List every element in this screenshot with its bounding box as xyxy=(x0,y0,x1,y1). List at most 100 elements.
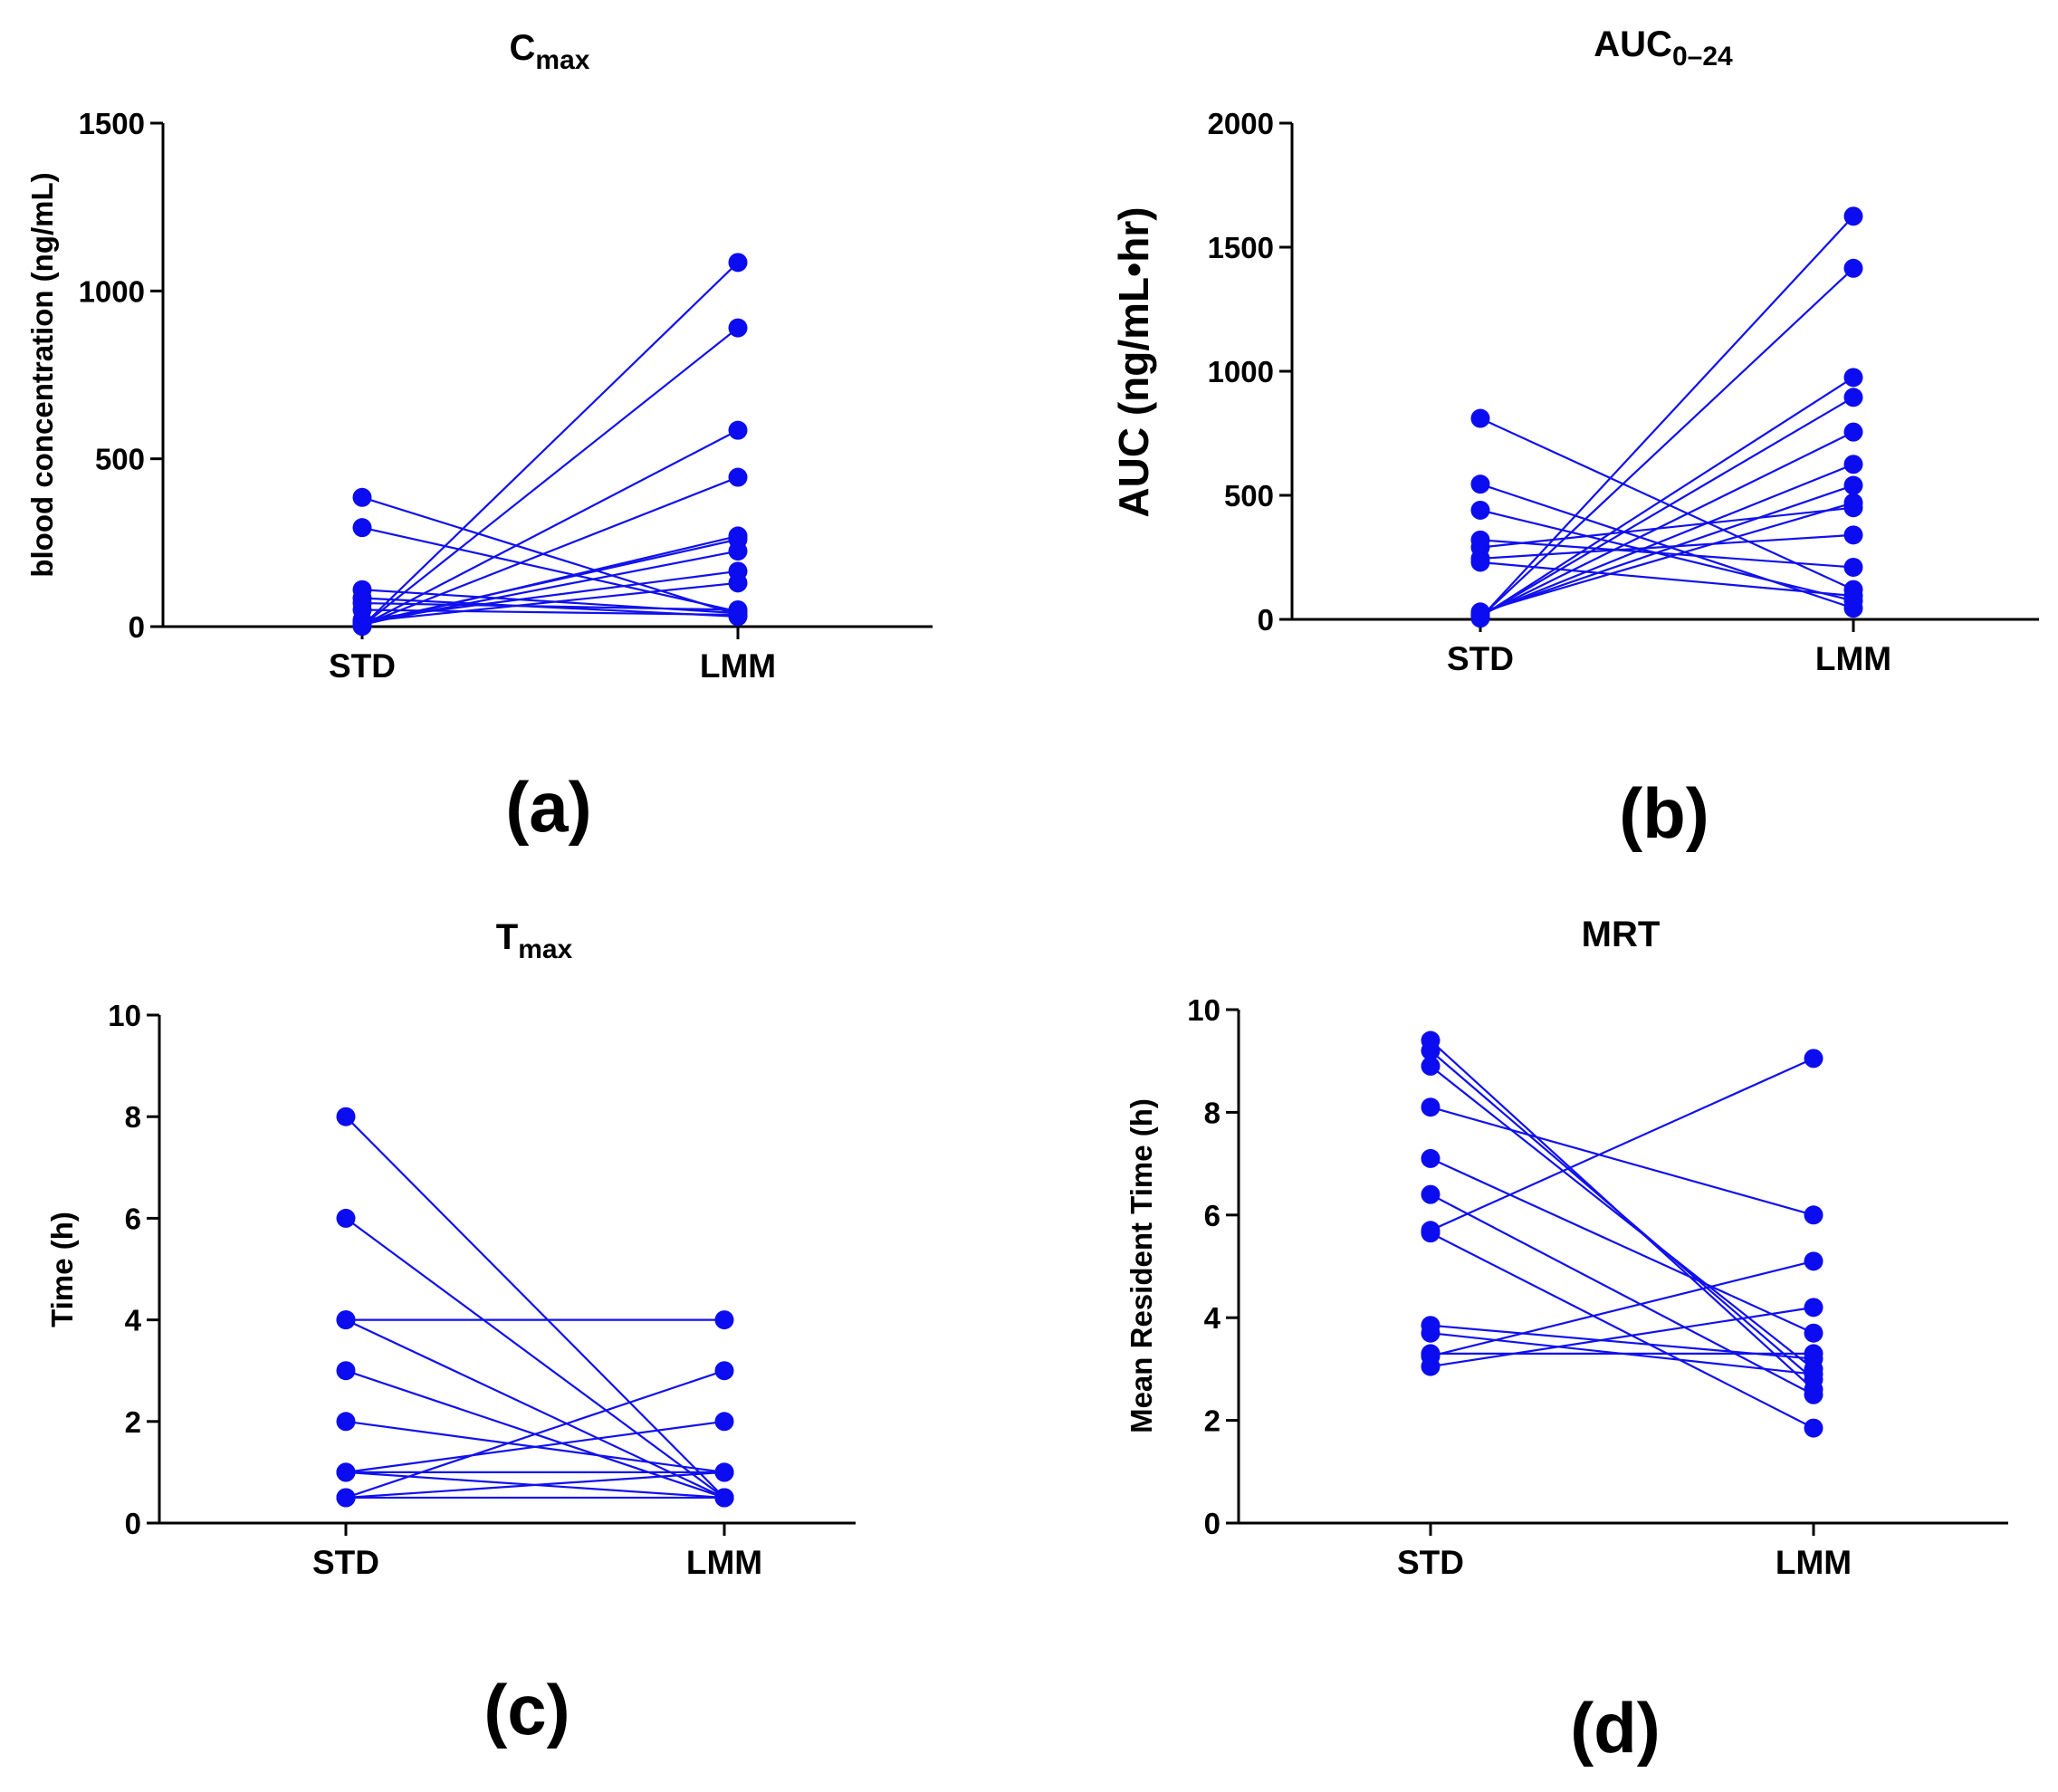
data-point-lmm xyxy=(1843,586,1863,606)
data-point-lmm xyxy=(728,526,748,546)
subject-pair-line xyxy=(1430,1231,1814,1430)
subject-pair-line xyxy=(1430,1065,1814,1370)
chart-title: Cmax xyxy=(510,28,590,75)
data-point-std xyxy=(1421,1356,1441,1376)
x-tick-label-std: STD xyxy=(329,647,396,685)
data-point-lmm xyxy=(714,1462,734,1482)
data-point-std xyxy=(336,1462,356,1482)
chart-title: AUC0–24 xyxy=(1594,24,1733,72)
data-point-lmm xyxy=(1843,455,1863,474)
data-point-std xyxy=(352,487,372,507)
data-point-std xyxy=(336,1310,356,1330)
panel-label: (b) xyxy=(1619,773,1709,853)
data-point-std xyxy=(1421,1056,1441,1076)
data-point-lmm xyxy=(1843,368,1863,388)
data-point-lmm xyxy=(1804,1385,1823,1404)
subject-pair-line xyxy=(345,1318,725,1499)
x-tick-label-lmm: LMM xyxy=(1815,640,1891,677)
y-tick-label: 2 xyxy=(1204,1404,1220,1438)
subject-pair-line xyxy=(345,1116,725,1499)
chart-title-subscript: max xyxy=(518,934,572,964)
subject-pair-line xyxy=(1430,1157,1814,1335)
subject-pair-line xyxy=(1430,1193,1814,1396)
data-point-std xyxy=(352,518,372,538)
data-point-std xyxy=(1421,1184,1441,1204)
y-tick-label: 1000 xyxy=(1208,355,1274,388)
data-point-lmm xyxy=(728,541,748,561)
data-point-lmm xyxy=(1804,1205,1823,1225)
subject-pair-line xyxy=(1430,1106,1814,1216)
panel-label: (c) xyxy=(483,1670,570,1749)
subject-pair-line xyxy=(345,1217,725,1499)
data-point-lmm xyxy=(1843,493,1863,513)
data-point-lmm xyxy=(1843,525,1863,545)
panel-label: (a) xyxy=(505,767,591,847)
data-point-lmm xyxy=(728,467,748,487)
data-point-lmm xyxy=(1843,206,1863,226)
subject-pair-line xyxy=(361,550,739,626)
data-point-std xyxy=(1470,500,1490,520)
chart-title-main: MRT xyxy=(1582,915,1661,954)
subject-pair-line xyxy=(1479,506,1854,549)
pair-lines xyxy=(1479,216,1854,619)
data-point-lmm xyxy=(714,1488,734,1508)
data-point-std xyxy=(336,1361,356,1381)
data-point-lmm xyxy=(1804,1298,1823,1318)
chart-title: Tmax xyxy=(496,917,573,964)
y-tick-label: 2000 xyxy=(1208,107,1274,140)
y-tick-label: 10 xyxy=(1187,993,1220,1027)
subject-pair-line xyxy=(1479,431,1854,617)
data-points xyxy=(352,253,748,637)
y-axis-label: blood concentration (ng/mL) xyxy=(25,172,59,577)
data-point-lmm xyxy=(1804,1323,1823,1343)
subject-pair-line xyxy=(361,327,739,628)
subject-pair-line xyxy=(1430,1057,1814,1231)
y-tick-label: 4 xyxy=(125,1304,142,1337)
data-point-lmm xyxy=(728,318,748,338)
data-point-lmm xyxy=(1843,557,1863,577)
y-tick-label: 1500 xyxy=(79,107,145,140)
data-point-lmm xyxy=(728,420,748,440)
y-tick-label: 2 xyxy=(125,1405,141,1439)
data-point-lmm xyxy=(1804,1418,1823,1438)
subject-pair-line xyxy=(361,476,739,627)
x-tick-label-lmm: LMM xyxy=(1776,1544,1852,1581)
data-point-lmm xyxy=(728,573,748,593)
x-tick-label-lmm: LMM xyxy=(686,1544,762,1581)
subject-pair-line xyxy=(1479,396,1854,618)
subject-pair-line xyxy=(1430,1049,1814,1381)
y-tick-label: 4 xyxy=(1204,1301,1221,1335)
data-point-lmm xyxy=(728,605,748,625)
chart-title: MRT xyxy=(1582,915,1661,954)
data-point-lmm xyxy=(714,1310,734,1330)
subject-pair-line xyxy=(361,262,739,628)
data-point-std xyxy=(1470,609,1490,628)
subject-pair-line xyxy=(1479,417,1854,591)
subject-pair-line xyxy=(1479,463,1854,616)
y-axis-label: Mean Resident Time (h) xyxy=(1125,1098,1158,1433)
subject-pair-line xyxy=(1479,267,1854,618)
subject-pair-line xyxy=(1479,502,1854,613)
subject-pair-line xyxy=(1479,539,1854,569)
y-tick-label: 0 xyxy=(1204,1507,1220,1540)
data-point-lmm xyxy=(1843,258,1863,278)
pair-lines xyxy=(345,1116,725,1500)
data-point-std xyxy=(336,1412,356,1432)
data-point-lmm xyxy=(1804,1049,1823,1068)
y-tick-label: 8 xyxy=(125,1100,141,1134)
y-tick-label: 10 xyxy=(108,999,141,1032)
chart-title-main: T xyxy=(496,917,518,957)
subject-pair-line xyxy=(361,526,739,613)
subject-pair-line xyxy=(1479,484,1854,615)
x-tick-label-lmm: LMM xyxy=(700,647,776,685)
x-tick-label-std: STD xyxy=(1447,640,1514,677)
subject-pair-line xyxy=(361,601,739,611)
y-axis-label: AUC (ng/mL•hr) xyxy=(1110,206,1157,517)
data-point-lmm xyxy=(1804,1251,1823,1271)
panel-a: Cmax blood concentration (ng/mL) 0 500 1000 1… xyxy=(25,28,933,847)
y-tick-label: 6 xyxy=(125,1202,141,1235)
chart-title-main: C xyxy=(510,28,536,68)
data-point-lmm xyxy=(714,1361,734,1381)
panel-b: AUC0–24 AUC (ng/mL•hr) 0 500 1000 1500 2000 STD… xyxy=(1110,24,2039,853)
